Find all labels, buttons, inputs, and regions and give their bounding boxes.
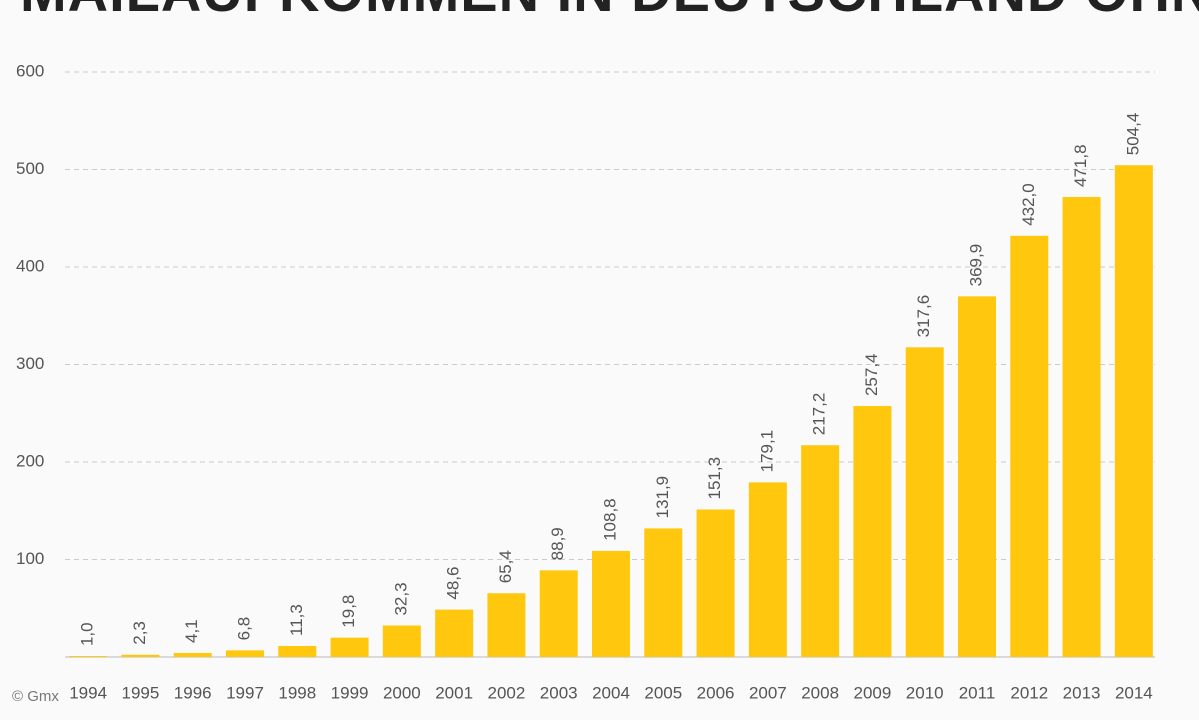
bar <box>539 570 578 657</box>
bar <box>644 528 683 657</box>
value-label: 257,4 <box>862 353 881 396</box>
x-tick-label: 2009 <box>854 683 892 702</box>
y-tick-label: 600 <box>16 61 44 80</box>
value-label: 471,8 <box>1071 144 1090 187</box>
x-tick-label: 2004 <box>592 683 630 702</box>
y-tick-label: 100 <box>16 549 44 568</box>
x-tick-label: 1998 <box>278 683 316 702</box>
x-tick-label: 2001 <box>435 683 473 702</box>
bar <box>69 656 108 657</box>
x-tick-label: 2011 <box>959 683 996 702</box>
value-label: 19,8 <box>339 595 358 628</box>
bar <box>853 406 892 657</box>
x-tick-label: 2012 <box>1010 683 1048 702</box>
bar <box>696 509 735 657</box>
bar <box>592 550 630 657</box>
value-label: 432,0 <box>1019 183 1038 226</box>
x-tick-label: 1995 <box>122 683 160 702</box>
x-tick-label: 2010 <box>906 683 944 702</box>
value-label: 32,3 <box>391 582 410 615</box>
x-tick-label: 2006 <box>697 683 735 702</box>
value-label: 217,2 <box>810 393 829 436</box>
bar <box>1062 196 1101 657</box>
bar <box>173 653 212 657</box>
chart-title: MAILAUFKOMMEN IN DEUTSCHLAND OHNE SPAM <box>20 0 1199 23</box>
y-tick-label: 300 <box>16 354 44 373</box>
value-label: 179,1 <box>757 430 776 473</box>
y-tick-label: 500 <box>16 159 44 178</box>
value-label: 48,6 <box>444 567 463 600</box>
x-tick-label: 2014 <box>1115 683 1153 702</box>
bar <box>958 296 996 657</box>
x-tick-label: 1999 <box>331 683 369 702</box>
value-label: 88,9 <box>548 527 567 560</box>
y-tick-label: 400 <box>16 256 44 275</box>
bar <box>226 650 264 657</box>
bar <box>121 654 160 657</box>
value-label: 6,8 <box>234 617 253 641</box>
x-tick-label: 2003 <box>540 683 578 702</box>
value-label: 11,3 <box>287 604 306 636</box>
bar <box>1010 235 1049 658</box>
x-tick-label: 1997 <box>226 683 264 702</box>
x-tick-label: 1996 <box>174 683 212 702</box>
bar <box>382 625 421 657</box>
bar <box>748 482 787 657</box>
value-label: 65,4 <box>496 550 515 583</box>
bar <box>278 645 317 657</box>
value-label: 2,3 <box>130 621 149 645</box>
value-label: 1,0 <box>78 622 97 646</box>
value-label: 131,9 <box>653 476 672 519</box>
value-label: 504,4 <box>1123 113 1142 156</box>
value-label: 151,3 <box>705 457 724 500</box>
x-tick-label: 2005 <box>644 683 682 702</box>
value-label: 369,9 <box>966 244 985 287</box>
bar <box>801 445 840 657</box>
x-tick-label: 2013 <box>1063 683 1101 702</box>
x-tick-label: 2007 <box>749 683 787 702</box>
bar <box>1114 165 1153 657</box>
watermark: © Gmx <box>12 688 59 705</box>
bar <box>905 347 944 657</box>
value-label: 4,1 <box>182 619 201 643</box>
x-tick-label: 2000 <box>383 683 421 702</box>
y-tick-label: 200 <box>16 451 44 470</box>
x-tick-label: 1994 <box>69 683 107 702</box>
value-label: 317,6 <box>914 295 933 338</box>
x-tick-label: 2002 <box>488 683 526 702</box>
bar <box>330 637 369 657</box>
bar <box>487 593 526 657</box>
value-label: 108,8 <box>600 498 619 541</box>
x-tick-label: 2008 <box>801 683 839 702</box>
bar <box>435 609 474 657</box>
